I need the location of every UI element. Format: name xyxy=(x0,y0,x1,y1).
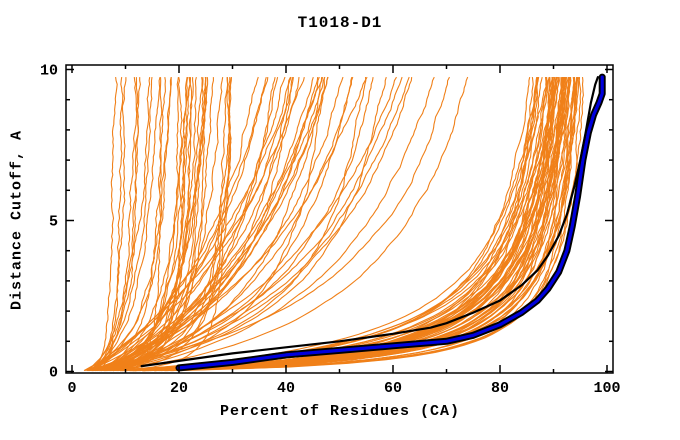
x-tick-label: 60 xyxy=(384,380,402,397)
ensemble-curve xyxy=(99,77,203,372)
ensemble-curve xyxy=(88,76,314,372)
x-tick-label: 40 xyxy=(277,380,295,397)
ensemble-curve xyxy=(110,76,469,372)
ensemble-curve xyxy=(134,77,575,372)
chart-title: T1018-D1 xyxy=(297,14,383,32)
blue-curve xyxy=(177,75,604,370)
ensemble-curve xyxy=(96,77,193,372)
ensemble-curve xyxy=(129,76,579,372)
ensemble-curve xyxy=(105,77,232,372)
ensemble-curve xyxy=(122,77,562,372)
ensemble-curve xyxy=(86,77,151,372)
x-tick-label: 80 xyxy=(491,380,509,397)
ensemble-curve xyxy=(87,76,329,372)
ensemble-curve xyxy=(101,76,286,372)
ensemble-curve xyxy=(142,77,566,372)
ensemble-curve xyxy=(104,77,413,372)
x-axis-title: Percent of Residues (CA) xyxy=(219,403,461,420)
ensemble-curve xyxy=(141,77,566,372)
ensemble-curve xyxy=(92,77,138,372)
ensemble-curve xyxy=(112,77,539,372)
ensemble-curve xyxy=(84,76,305,372)
ensemble-curve xyxy=(118,77,232,372)
ensemble-curve xyxy=(97,76,368,372)
ensemble-curve xyxy=(87,76,344,372)
ensemble-curve xyxy=(93,77,118,371)
ensemble-curve xyxy=(104,77,319,372)
ensemble-curve xyxy=(105,77,300,372)
ensemble-curve xyxy=(83,76,259,372)
ensemble-curve xyxy=(92,76,387,372)
ensemble-curve xyxy=(96,77,124,372)
ensemble-curve xyxy=(99,76,232,372)
ensemble-curve xyxy=(100,76,410,372)
ensemble-curve xyxy=(88,76,450,372)
ensemble-curve xyxy=(91,77,141,371)
ensemble-curve xyxy=(89,77,127,372)
ensemble-curve xyxy=(91,77,229,372)
ensemble-curve xyxy=(101,77,166,372)
ensemble-curve xyxy=(89,76,172,372)
y-tick-label: 5 xyxy=(49,214,58,231)
ensemble-curve xyxy=(107,77,214,372)
ensemble-curve xyxy=(142,76,556,372)
ensemble-curve xyxy=(111,77,163,372)
black-curve xyxy=(140,75,600,368)
y-tick-label: 10 xyxy=(40,63,58,80)
ensemble-curve xyxy=(93,77,367,372)
ensemble-curve xyxy=(138,76,579,372)
ensemble-curve xyxy=(133,77,539,372)
ensemble-curve xyxy=(135,77,575,372)
ensemble-curve xyxy=(134,77,557,372)
ensemble-curve xyxy=(136,76,557,372)
ensemble-curve xyxy=(105,77,323,372)
ensemble-curve xyxy=(119,77,548,372)
x-tick-label: 20 xyxy=(170,380,188,397)
x-tick-label: 100 xyxy=(593,380,620,397)
ensemble-curve xyxy=(92,77,374,372)
ensemble-curve xyxy=(143,77,572,372)
ensemble-curve xyxy=(91,77,153,372)
ensemble-curve xyxy=(93,76,161,372)
ensemble-curve xyxy=(92,76,353,372)
ensemble-curve xyxy=(180,77,582,372)
y-tick-label: 0 xyxy=(49,365,58,382)
ensemble-curve xyxy=(131,77,534,372)
ensemble-curve xyxy=(110,77,224,372)
ensemble-curve xyxy=(109,77,325,372)
ensemble-curve xyxy=(122,76,555,372)
x-tick-label: 0 xyxy=(67,380,76,397)
ensemble-curve xyxy=(99,77,188,372)
ensemble-curve xyxy=(103,76,197,372)
ensemble-curve xyxy=(166,77,552,372)
ensemble-curve xyxy=(90,76,403,372)
ensemble-curve xyxy=(109,77,194,372)
ensemble-curve xyxy=(94,77,207,372)
